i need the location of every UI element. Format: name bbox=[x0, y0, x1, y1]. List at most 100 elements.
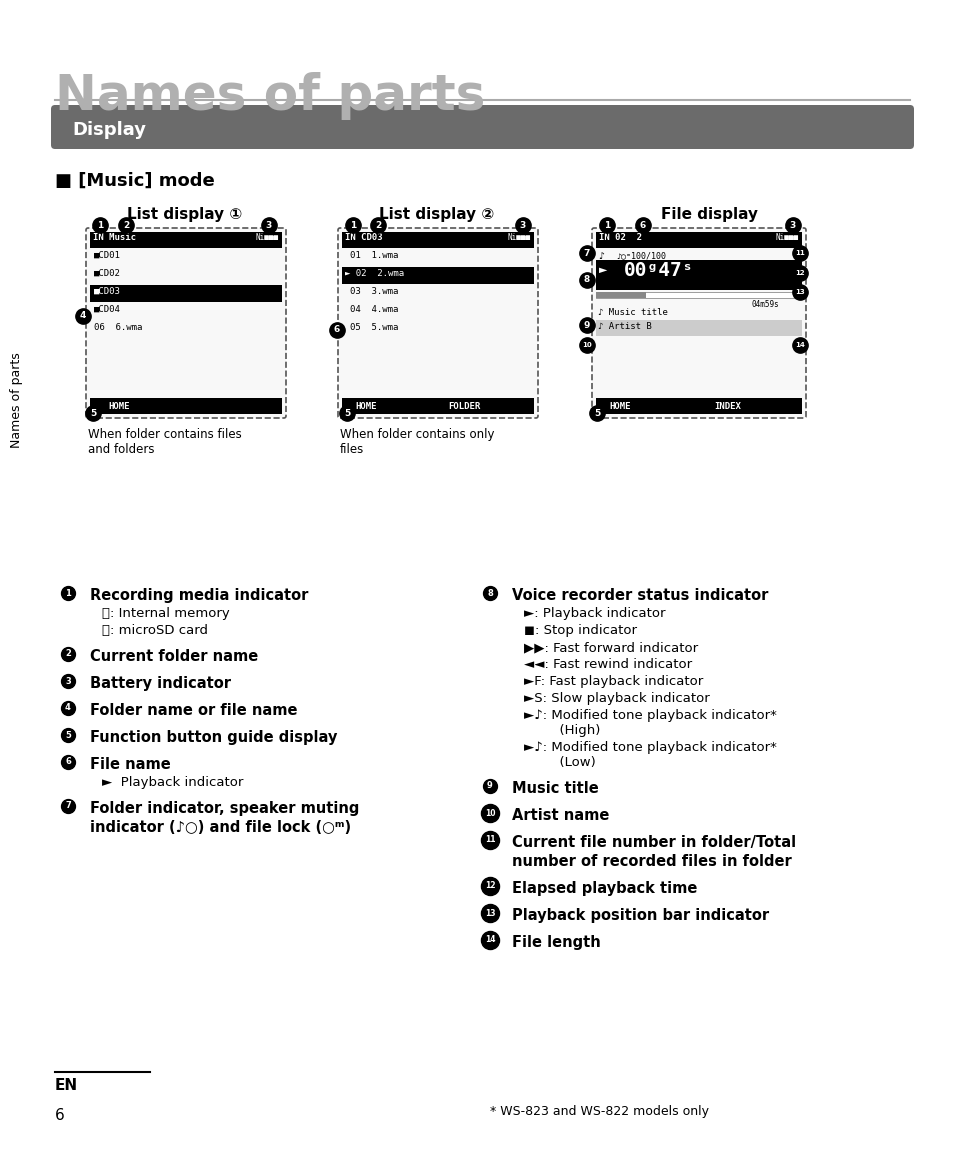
Bar bbox=[596, 292, 801, 298]
Text: 2: 2 bbox=[375, 220, 381, 229]
Text: 01  1.wma: 01 1.wma bbox=[350, 251, 398, 261]
Text: File name: File name bbox=[90, 757, 171, 772]
Text: 4: 4 bbox=[80, 312, 86, 321]
Text: 04m59s: 04m59s bbox=[751, 300, 779, 309]
Text: ■CD03: ■CD03 bbox=[94, 287, 121, 296]
Text: 6: 6 bbox=[639, 220, 645, 229]
Text: 11: 11 bbox=[484, 836, 495, 844]
Text: indicator (♪○) and file lock (○ᵐ): indicator (♪○) and file lock (○ᵐ) bbox=[90, 820, 351, 835]
Text: 00ᵍ47ˢ: 00ᵍ47ˢ bbox=[623, 261, 694, 280]
Text: 5: 5 bbox=[594, 409, 599, 418]
Text: ♪○ᵐ100/100: ♪○ᵐ100/100 bbox=[616, 251, 665, 261]
Text: ■CD04: ■CD04 bbox=[94, 305, 121, 314]
Text: Recording media indicator: Recording media indicator bbox=[90, 588, 308, 603]
Text: 14: 14 bbox=[484, 936, 495, 945]
FancyBboxPatch shape bbox=[51, 105, 913, 149]
Text: Artist name: Artist name bbox=[512, 808, 609, 823]
Text: 9: 9 bbox=[583, 321, 590, 330]
Text: Battery indicator: Battery indicator bbox=[90, 676, 231, 691]
Bar bbox=[341, 398, 534, 415]
Text: 3: 3 bbox=[266, 220, 272, 229]
Text: Names of parts: Names of parts bbox=[10, 352, 24, 448]
Bar bbox=[596, 398, 801, 415]
Text: ■CD02: ■CD02 bbox=[94, 269, 121, 278]
Text: ►♪: Modified tone playback indicator*: ►♪: Modified tone playback indicator* bbox=[523, 709, 776, 721]
Text: 3: 3 bbox=[519, 220, 525, 229]
Text: HOME: HOME bbox=[355, 402, 376, 411]
Text: File display: File display bbox=[660, 207, 758, 222]
Text: FOLDER: FOLDER bbox=[448, 402, 479, 411]
Text: 4: 4 bbox=[65, 704, 71, 712]
Text: Current folder name: Current folder name bbox=[90, 648, 258, 664]
Text: Display: Display bbox=[71, 120, 146, 139]
Text: File length: File length bbox=[512, 935, 600, 950]
Text: 13: 13 bbox=[794, 290, 804, 295]
Text: ■ [Music] mode: ■ [Music] mode bbox=[55, 173, 214, 190]
Text: 2: 2 bbox=[65, 650, 71, 659]
Text: 14: 14 bbox=[794, 342, 804, 349]
Text: 7: 7 bbox=[583, 249, 590, 257]
Text: Function button guide display: Function button guide display bbox=[90, 730, 337, 745]
Bar bbox=[341, 267, 534, 284]
Text: Music title: Music title bbox=[512, 780, 598, 796]
Text: 9: 9 bbox=[487, 782, 493, 791]
Text: (High): (High) bbox=[534, 724, 599, 736]
Text: ►: Playback indicator: ►: Playback indicator bbox=[523, 607, 665, 620]
Text: 12: 12 bbox=[795, 270, 804, 276]
Text: ▶▶: Fast forward indicator: ▶▶: Fast forward indicator bbox=[523, 642, 698, 654]
Bar bbox=[596, 261, 801, 290]
Text: IN Music: IN Music bbox=[92, 233, 136, 242]
Text: Ni■■■: Ni■■■ bbox=[775, 233, 799, 242]
Bar bbox=[90, 285, 282, 302]
FancyBboxPatch shape bbox=[337, 228, 537, 418]
Text: 2: 2 bbox=[123, 220, 129, 229]
FancyBboxPatch shape bbox=[592, 228, 805, 418]
Text: ⓼: microSD card: ⓼: microSD card bbox=[102, 624, 208, 637]
Bar bbox=[341, 232, 534, 248]
Bar bbox=[596, 232, 801, 248]
Text: Current file number in folder/Total: Current file number in folder/Total bbox=[512, 835, 796, 850]
Text: 5: 5 bbox=[90, 409, 96, 418]
Text: 06  6.wma: 06 6.wma bbox=[94, 323, 142, 332]
Text: 1: 1 bbox=[603, 220, 610, 229]
Text: 1: 1 bbox=[97, 220, 103, 229]
Text: ►S: Slow playback indicator: ►S: Slow playback indicator bbox=[523, 692, 709, 705]
Text: ◄◄: Fast rewind indicator: ◄◄: Fast rewind indicator bbox=[523, 658, 691, 670]
Bar bbox=[596, 320, 801, 336]
Text: ► 02  2.wma: ► 02 2.wma bbox=[345, 269, 404, 278]
Text: 10: 10 bbox=[581, 342, 591, 349]
Text: * WS-823 and WS-822 models only: * WS-823 and WS-822 models only bbox=[490, 1105, 708, 1117]
Text: 8: 8 bbox=[583, 276, 590, 285]
Text: 7: 7 bbox=[65, 801, 71, 811]
Text: ■CD01: ■CD01 bbox=[94, 251, 121, 261]
Text: List display ①: List display ① bbox=[128, 207, 242, 222]
Text: List display ②: List display ② bbox=[379, 207, 494, 222]
Text: 5: 5 bbox=[65, 731, 71, 740]
Text: INDEX: INDEX bbox=[713, 402, 740, 411]
Text: ►♪: Modified tone playback indicator*: ►♪: Modified tone playback indicator* bbox=[523, 741, 776, 754]
Text: When folder contains only
files: When folder contains only files bbox=[339, 428, 494, 456]
Text: 6: 6 bbox=[55, 1108, 65, 1123]
Text: ►  Playback indicator: ► Playback indicator bbox=[102, 776, 243, 789]
Text: (Low): (Low) bbox=[534, 756, 595, 769]
Text: 1: 1 bbox=[350, 220, 355, 229]
Text: ♪ Music title: ♪ Music title bbox=[598, 308, 667, 317]
Text: 12: 12 bbox=[484, 881, 495, 891]
Text: 6: 6 bbox=[334, 325, 340, 335]
Text: ◼: Stop indicator: ◼: Stop indicator bbox=[523, 624, 637, 637]
Text: 1: 1 bbox=[65, 588, 71, 598]
Text: HOME: HOME bbox=[108, 402, 130, 411]
Text: Ni■■■: Ni■■■ bbox=[255, 233, 279, 242]
Text: ►: ► bbox=[598, 263, 607, 277]
Text: ►F: Fast playback indicator: ►F: Fast playback indicator bbox=[523, 675, 702, 688]
Text: 04  4.wma: 04 4.wma bbox=[350, 305, 398, 314]
Text: Folder name or file name: Folder name or file name bbox=[90, 703, 297, 718]
Text: ♪ Artist B: ♪ Artist B bbox=[598, 322, 651, 331]
Text: 10: 10 bbox=[484, 808, 495, 818]
Text: Voice recorder status indicator: Voice recorder status indicator bbox=[512, 588, 767, 603]
Text: 6: 6 bbox=[65, 757, 71, 767]
Text: 3: 3 bbox=[789, 220, 796, 229]
Text: 05  5.wma: 05 5.wma bbox=[350, 323, 398, 332]
FancyBboxPatch shape bbox=[86, 228, 286, 418]
Bar bbox=[90, 398, 282, 415]
